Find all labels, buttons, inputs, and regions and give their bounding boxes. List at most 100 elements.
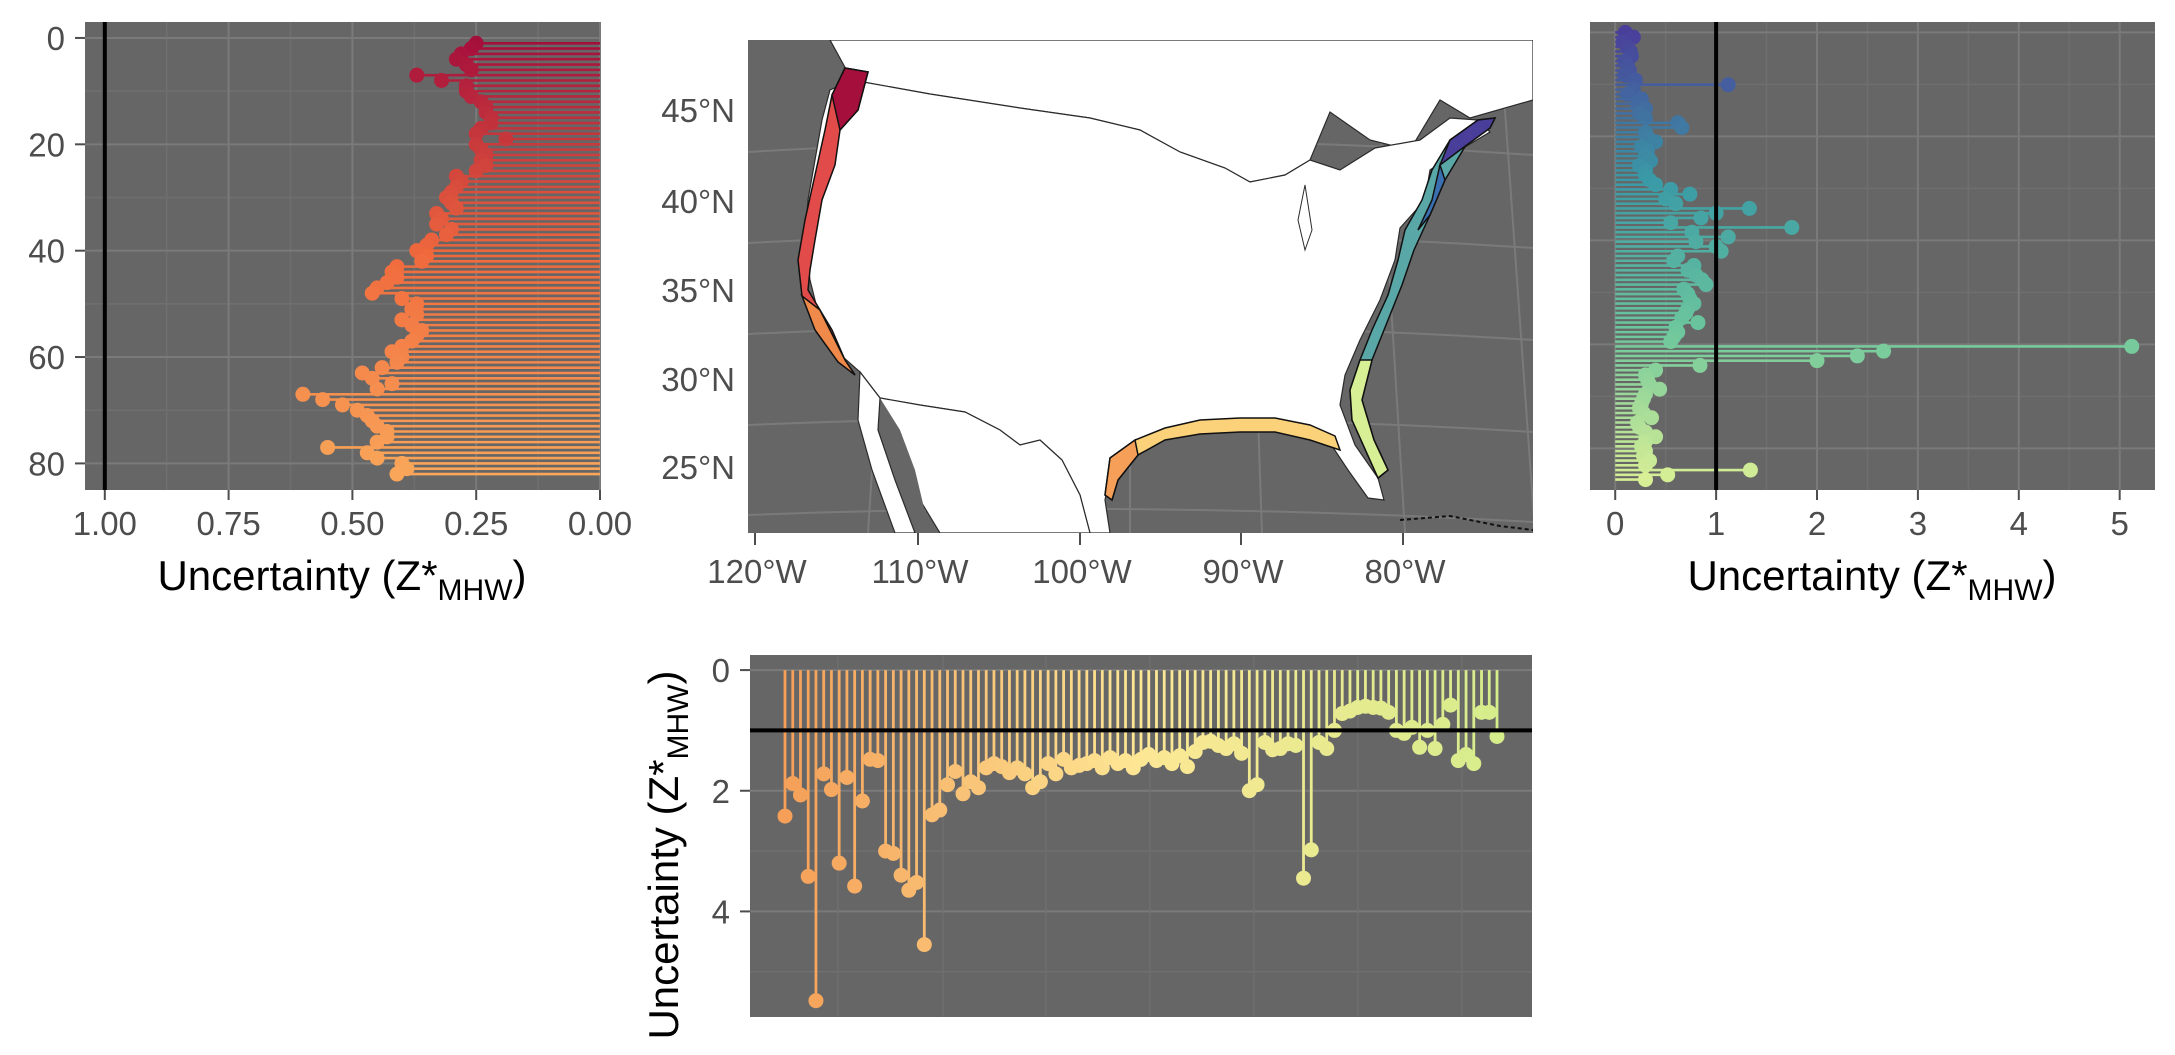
- west-coast-x-tick-label: 0.75: [196, 505, 260, 542]
- gulf-coast-lollipop-point: [1234, 745, 1250, 761]
- east-coast-x-tick-label: 2: [1808, 505, 1826, 542]
- west-coast-y-tick-label: 20: [28, 126, 65, 163]
- west-coast-lollipop-point: [384, 376, 400, 392]
- map-washington-sites: [831, 67, 869, 132]
- gulf-coast-lollipop-point: [870, 753, 886, 769]
- west-coast-lollipop-point: [315, 392, 331, 408]
- gulf-coast-y-tick-label: 2: [712, 773, 730, 810]
- gulf-coast-lollipop-point: [823, 782, 839, 798]
- lon-tick-120: 120°W: [707, 553, 807, 590]
- east-coast-lollipop-point: [1637, 472, 1653, 488]
- gulf-coast-lollipop-point: [1296, 870, 1312, 886]
- map-baja-peninsula: [857, 370, 916, 533]
- west-coast-lollipop-point: [468, 163, 484, 179]
- west-coast-lollipop-point: [498, 131, 514, 147]
- gulf-coast-lollipop-point: [947, 763, 963, 779]
- east-coast-lollipop-point: [1698, 277, 1714, 293]
- gulf-coast-lollipop-point: [1435, 716, 1451, 732]
- west-coast-y-tick-label: 40: [28, 233, 65, 270]
- east-coast-lollipop-point: [1693, 210, 1709, 226]
- lat-tick-25: 25°N: [661, 449, 735, 486]
- gulf-coast-lollipop-point: [785, 776, 801, 792]
- gulf-coast-lollipop-point: [1048, 766, 1064, 782]
- gulf-coast-panel: 0 2 4 Uncertainty (Z*MHW): [640, 652, 1532, 1040]
- gulf-coast-lollipop-point: [1481, 704, 1497, 720]
- east-coast-lollipop-point: [1652, 381, 1668, 397]
- gulf-coast-lollipop-point: [909, 874, 925, 890]
- west-coast-x-tick-label: 0.50: [320, 505, 384, 542]
- lat-tick-35: 35°N: [661, 272, 735, 309]
- east-coast-lollipop-point: [1742, 462, 1758, 478]
- gulf-coast-lollipop-point: [1172, 748, 1188, 764]
- gulf-coast-lollipop-point: [1032, 774, 1048, 790]
- west-coast-x-tick-label: 0.25: [444, 505, 508, 542]
- gulf-coast-lollipop-point: [1489, 728, 1505, 744]
- east-coast-lollipop-point: [1720, 229, 1736, 245]
- map-california-sites: [800, 293, 856, 376]
- gulf-coast-lollipop-point: [1017, 766, 1033, 782]
- east-coast-x-tick-label: 1: [1707, 505, 1725, 542]
- map-texas-sites: [1104, 438, 1139, 502]
- gulf-coast-lollipop-point: [932, 802, 948, 818]
- west-coast-lollipop-point: [369, 450, 385, 466]
- east-coast-lollipop-point: [1674, 120, 1690, 136]
- east-coast-lollipop-point: [1682, 186, 1698, 202]
- gulf-coast-lollipop-point: [808, 993, 824, 1009]
- east-coast-panel: 0 1 2 3 4 5 Uncertainty (Z*MHW): [1590, 22, 2155, 607]
- gulf-coast-lollipop-point: [1179, 759, 1195, 775]
- west-coast-lollipop-point: [335, 397, 350, 413]
- west-coast-lollipop-point: [429, 216, 445, 232]
- west-coast-lollipop-point: [374, 360, 390, 376]
- lat-tick-45: 45°N: [661, 92, 735, 129]
- west-coast-y-tick-label: 0: [47, 20, 65, 57]
- west-coast-x-tick-label: 1.00: [73, 505, 137, 542]
- east-coast-x-axis-title: Uncertainty (Z*MHW): [1687, 552, 2056, 607]
- gulf-coast-lollipop-point: [893, 867, 909, 883]
- east-coast-lollipop-point: [1720, 77, 1736, 93]
- gulf-coast-lollipop-point: [885, 845, 901, 861]
- west-coast-lollipop-point: [389, 354, 405, 370]
- gulf-coast-y-tick-label: 0: [712, 652, 730, 689]
- gulf-coast-lollipop-point: [940, 777, 956, 793]
- west-coast-lollipop-point: [320, 439, 336, 455]
- east-coast-lollipop-point: [1784, 219, 1800, 235]
- gulf-coast-y-tick-label: 4: [712, 893, 730, 930]
- gulf-coast-lollipop-point: [1288, 738, 1304, 753]
- gulf-coast-lollipop-point: [1412, 739, 1428, 755]
- lat-tick-40: 40°N: [661, 183, 735, 220]
- gulf-coast-lollipop-point: [1040, 756, 1056, 772]
- gulf-coast-lollipop-point: [854, 793, 870, 809]
- east-coast-lollipop-point: [1849, 348, 1865, 364]
- east-coast-x-tick-label: 4: [2010, 505, 2028, 542]
- lon-tick-90: 90°W: [1202, 553, 1284, 590]
- gulf-coast-lollipop-point: [816, 766, 832, 782]
- gulf-coast-lollipop-point: [1466, 756, 1482, 772]
- east-coast-lollipop-point: [1692, 357, 1708, 373]
- gulf-coast-lollipop-point: [916, 937, 932, 953]
- west-coast-lollipop-point: [409, 67, 425, 83]
- west-coast-lollipops: [295, 35, 600, 482]
- gulf-coast-lollipop-point: [1303, 842, 1319, 858]
- gulf-coast-tick-labels: 0 2 4: [712, 652, 750, 930]
- east-coast-x-tick-label: 0: [1606, 505, 1624, 542]
- east-coast-lollipop-point: [1741, 200, 1757, 216]
- east-coast-x-tick-label: 5: [2111, 505, 2129, 542]
- map-tick-labels: 45°N 40°N 35°N 30°N 25°N 120°W 110°W 100…: [661, 92, 1446, 590]
- west-coast-lollipop-point: [448, 200, 464, 216]
- map-gulf-of-california: [878, 398, 930, 533]
- gulf-coast-lollipop-point: [847, 878, 863, 894]
- gulf-coast-lollipop-point: [1381, 704, 1397, 720]
- west-coast-lollipop-point: [364, 285, 380, 301]
- map-great-lakes: [1297, 184, 1313, 252]
- east-coast-tick-labels: 0 1 2 3 4 5: [1606, 490, 2129, 542]
- gulf-coast-lollipop-point: [955, 786, 971, 802]
- lat-tick-30: 30°N: [661, 361, 735, 398]
- east-coast-lollipop-point: [1876, 343, 1892, 359]
- gulf-coast-lollipop-point: [1443, 697, 1459, 713]
- map-mid-atlantic-sites: [1417, 162, 1446, 231]
- west-coast-y-tick-label: 60: [28, 339, 65, 376]
- east-coast-x-tick-label: 3: [1909, 505, 1927, 542]
- gulf-coast-lollipop-point: [970, 780, 986, 796]
- lon-tick-100: 100°W: [1032, 553, 1132, 590]
